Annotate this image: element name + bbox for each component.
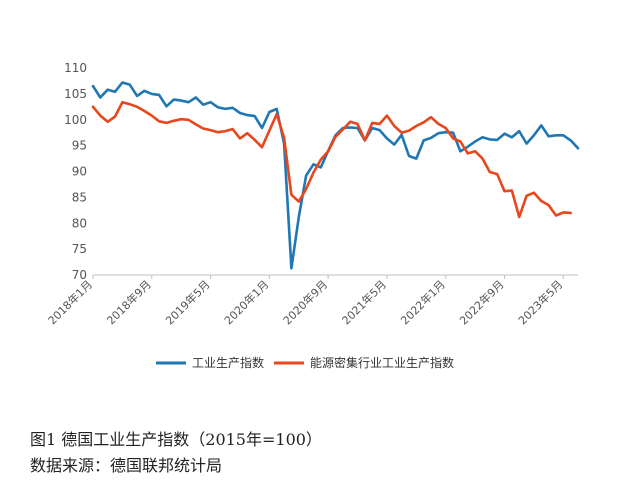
series-line-2 — [91, 100, 573, 219]
legend: 工业生产指数 能源密集行业工业生产指数 — [156, 355, 454, 370]
y-axis-ticks: 70 75 80 85 90 95 100 105 110 — [64, 61, 87, 282]
figure-caption: 图1 德国工业生产指数（2015年=100） — [30, 430, 322, 449]
y-tick-label: 75 — [72, 242, 87, 256]
x-tick-label: 2022年9月 — [456, 277, 506, 327]
y-tick-label: 80 — [72, 216, 87, 230]
x-tick-label: 2023年5月 — [515, 277, 565, 327]
x-tick-label: 2018年9月 — [104, 277, 154, 327]
legend-label-2: 能源密集行业工业生产指数 — [310, 355, 454, 370]
line-chart: 70 75 80 85 90 95 100 105 110 2018年1月 2018年9月 2019… — [45, 61, 580, 370]
series-lines — [91, 81, 580, 270]
y-tick-label: 105 — [64, 87, 87, 101]
y-tick-label: 70 — [72, 268, 87, 282]
x-tick-label: 2021年5月 — [339, 277, 389, 327]
y-tick-label: 90 — [72, 165, 87, 179]
y-tick-label: 95 — [72, 139, 87, 153]
y-tick-label: 85 — [72, 190, 87, 204]
series-line-1 — [91, 81, 580, 270]
x-tick-label: 2018年1月 — [45, 277, 95, 327]
source-note: 数据来源：德国联邦统计局 — [30, 456, 223, 475]
x-tick-label: 2022年1月 — [398, 277, 448, 327]
x-tick-label: 2020年1月 — [221, 277, 271, 327]
x-tick-label: 2019年5月 — [162, 277, 212, 327]
x-axis-ticks: 2018年1月 2018年9月 2019年5月 2020年1月 2020年9月 2021年… — [45, 275, 565, 327]
y-tick-label: 110 — [64, 61, 87, 75]
y-tick-label: 100 — [64, 113, 87, 127]
x-tick-label: 2020年9月 — [280, 277, 330, 327]
legend-label-1: 工业生产指数 — [192, 355, 264, 370]
